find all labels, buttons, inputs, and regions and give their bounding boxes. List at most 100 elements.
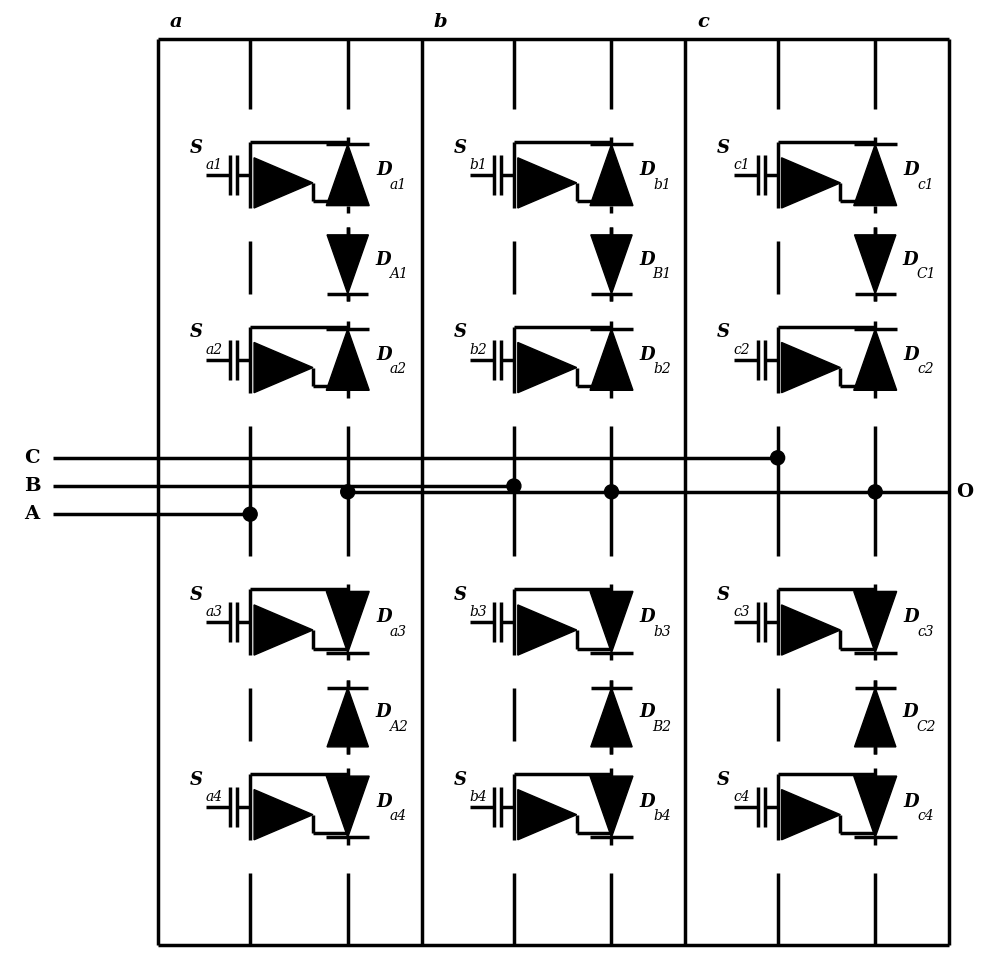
Text: a3: a3	[390, 625, 407, 639]
Text: a4: a4	[390, 810, 407, 823]
Polygon shape	[782, 157, 840, 208]
Text: S: S	[190, 586, 203, 604]
Text: b4: b4	[469, 790, 487, 804]
Text: b: b	[433, 13, 447, 31]
Text: B2: B2	[653, 720, 672, 734]
Text: D: D	[903, 346, 919, 364]
Text: b1: b1	[653, 178, 671, 191]
Text: C1: C1	[916, 267, 936, 281]
Text: c2: c2	[733, 343, 750, 357]
Text: c4: c4	[733, 790, 750, 804]
Polygon shape	[854, 591, 897, 653]
Text: a1: a1	[390, 178, 407, 191]
Text: D: D	[640, 608, 655, 626]
Polygon shape	[854, 144, 897, 206]
Text: D: D	[375, 704, 391, 721]
Text: D: D	[640, 346, 655, 364]
Text: D: D	[640, 793, 655, 811]
Polygon shape	[590, 144, 633, 206]
Text: D: D	[376, 346, 392, 364]
Text: c: c	[697, 13, 709, 31]
Polygon shape	[254, 342, 313, 393]
Text: S: S	[453, 771, 466, 788]
Text: S: S	[717, 324, 730, 341]
Text: S: S	[717, 771, 730, 788]
Text: c2: c2	[917, 363, 934, 376]
Circle shape	[771, 451, 785, 465]
Polygon shape	[782, 342, 840, 393]
Circle shape	[243, 507, 257, 521]
Polygon shape	[326, 591, 369, 653]
Polygon shape	[326, 776, 369, 838]
Text: b4: b4	[653, 810, 671, 823]
Text: S: S	[453, 139, 466, 156]
Text: B: B	[24, 477, 40, 495]
Text: c4: c4	[917, 810, 934, 823]
Text: c3: c3	[917, 625, 934, 639]
Text: A: A	[24, 505, 39, 523]
Polygon shape	[326, 144, 369, 206]
Text: D: D	[639, 704, 655, 721]
Text: S: S	[190, 139, 203, 156]
Text: S: S	[453, 586, 466, 604]
Text: b2: b2	[469, 343, 487, 357]
Text: b1: b1	[469, 158, 487, 172]
Text: a4: a4	[205, 790, 223, 804]
Circle shape	[507, 479, 521, 493]
Polygon shape	[854, 329, 897, 391]
Text: A1: A1	[389, 267, 408, 281]
Polygon shape	[782, 789, 840, 840]
Polygon shape	[327, 235, 368, 294]
Text: D: D	[903, 608, 919, 626]
Polygon shape	[591, 688, 632, 746]
Polygon shape	[254, 157, 313, 208]
Polygon shape	[590, 591, 633, 653]
Text: D: D	[903, 704, 918, 721]
Text: D: D	[903, 251, 918, 268]
Polygon shape	[590, 329, 633, 391]
Text: B1: B1	[653, 267, 672, 281]
Polygon shape	[518, 342, 577, 393]
Circle shape	[868, 485, 882, 499]
Polygon shape	[782, 605, 840, 655]
Text: a2: a2	[205, 343, 223, 357]
Text: a3: a3	[205, 606, 223, 619]
Circle shape	[341, 485, 355, 499]
Polygon shape	[327, 688, 368, 746]
Polygon shape	[254, 789, 313, 840]
Polygon shape	[326, 329, 369, 391]
Text: A2: A2	[389, 720, 408, 734]
Text: C2: C2	[916, 720, 936, 734]
Text: S: S	[717, 586, 730, 604]
Text: S: S	[190, 771, 203, 788]
Polygon shape	[254, 605, 313, 655]
Polygon shape	[518, 789, 577, 840]
Text: c1: c1	[917, 178, 934, 191]
Text: S: S	[190, 324, 203, 341]
Text: b3: b3	[653, 625, 671, 639]
Text: a2: a2	[390, 363, 407, 376]
Text: a: a	[170, 13, 182, 31]
Text: D: D	[376, 608, 392, 626]
Circle shape	[604, 485, 618, 499]
Text: D: D	[903, 793, 919, 811]
Text: S: S	[717, 139, 730, 156]
Text: a1: a1	[205, 158, 223, 172]
Text: D: D	[375, 251, 391, 268]
Polygon shape	[591, 235, 632, 294]
Text: D: D	[376, 793, 392, 811]
Text: O: O	[956, 483, 973, 501]
Polygon shape	[518, 605, 577, 655]
Polygon shape	[590, 776, 633, 838]
Polygon shape	[854, 776, 897, 838]
Text: D: D	[376, 161, 392, 179]
Text: c1: c1	[733, 158, 750, 172]
Polygon shape	[855, 688, 896, 746]
Polygon shape	[855, 235, 896, 294]
Text: S: S	[453, 324, 466, 341]
Text: D: D	[903, 161, 919, 179]
Polygon shape	[518, 157, 577, 208]
Text: C: C	[24, 449, 39, 467]
Text: b2: b2	[653, 363, 671, 376]
Text: b3: b3	[469, 606, 487, 619]
